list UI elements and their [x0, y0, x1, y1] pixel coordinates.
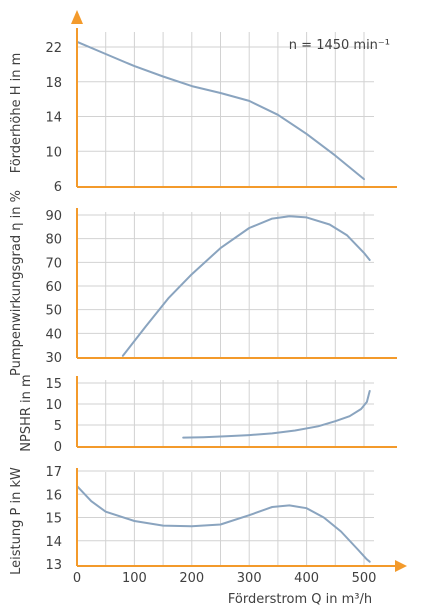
y-tick-label: 80 — [45, 233, 62, 248]
speed-annotation: n = 1450 min⁻¹ — [289, 38, 390, 53]
y-tick-label: 10 — [45, 145, 62, 160]
y-tick-label: 40 — [45, 327, 62, 342]
y-tick-label: 14 — [45, 535, 62, 550]
series-line — [76, 485, 371, 563]
y-axis-label: NPSHR in m — [19, 374, 34, 451]
y-tick-label: 60 — [45, 280, 62, 295]
y-axis-arrowhead — [71, 10, 83, 24]
y-tick-label: 22 — [45, 41, 62, 56]
y-tick-label: 18 — [45, 76, 62, 91]
series-line — [182, 390, 371, 439]
y-tick-label: 14 — [45, 111, 62, 126]
series-line — [76, 40, 365, 181]
y-tick-label: 50 — [45, 304, 62, 319]
x-tick-label: 400 — [294, 571, 319, 586]
y-axis-label: Förderhöhe H in m — [9, 53, 24, 174]
y-tick-label: 90 — [45, 209, 62, 224]
y-tick-label: 30 — [45, 351, 62, 366]
y-tick-label: 13 — [45, 558, 62, 573]
x-tick-label: 0 — [73, 571, 81, 586]
x-tick-label: 500 — [352, 571, 377, 586]
y-tick-label: 15 — [45, 512, 62, 527]
y-tick-label: 70 — [45, 256, 62, 271]
x-axis-arrowhead — [395, 560, 407, 572]
y-axis-label: Pumpenwirkungsgrad η in % — [9, 190, 24, 376]
x-tick-label: 100 — [122, 571, 147, 586]
y-tick-label: 10 — [45, 398, 62, 413]
x-tick-label: 200 — [179, 571, 204, 586]
y-tick-label: 5 — [54, 419, 62, 434]
y-tick-label: 17 — [45, 465, 62, 480]
x-tick-label: 300 — [237, 571, 262, 586]
series-line — [121, 215, 371, 357]
y-tick-label: 0 — [54, 440, 62, 455]
y-tick-label: 16 — [45, 488, 62, 503]
y-axis-label: Leistung P in kW — [9, 467, 24, 575]
y-tick-label: 6 — [54, 180, 62, 195]
y-tick-label: 15 — [45, 377, 62, 392]
x-axis-label: Förderstrom Q in m³/h — [228, 592, 372, 607]
